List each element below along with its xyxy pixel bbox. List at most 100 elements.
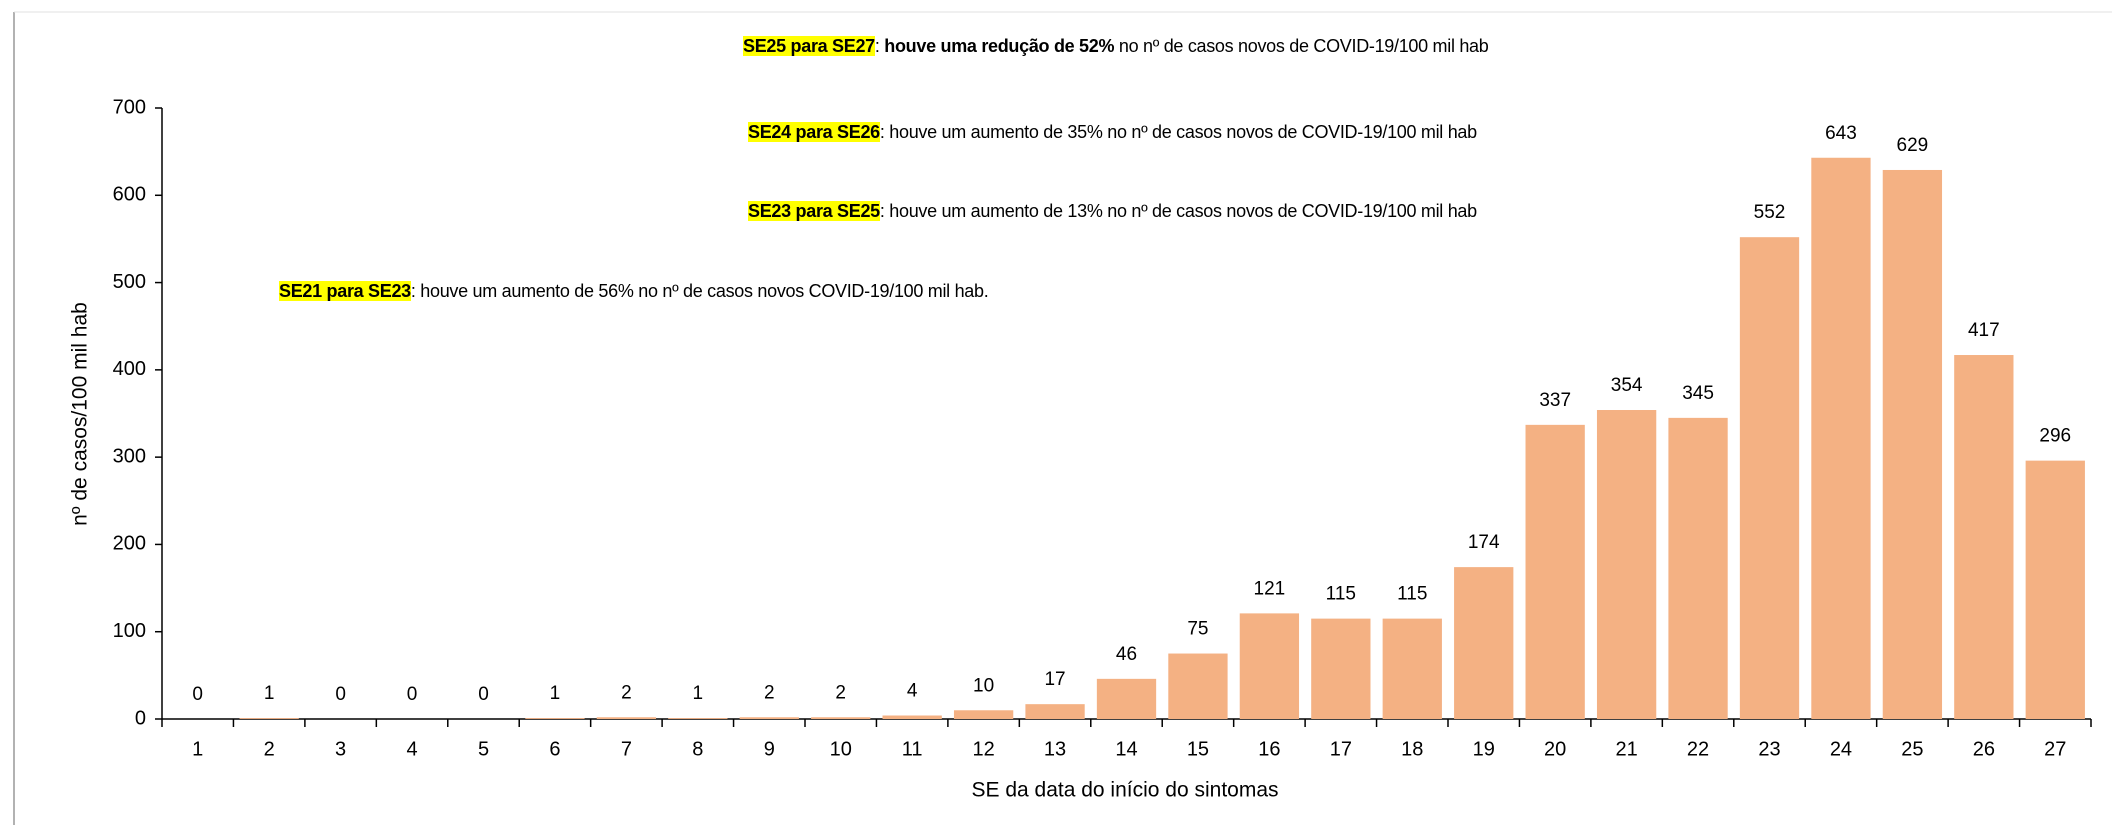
- data-label: 46: [1116, 644, 1137, 665]
- x-tick-label: 7: [621, 738, 632, 760]
- y-tick-label: 600: [113, 184, 146, 206]
- x-tick-label: 2: [264, 738, 275, 760]
- annotation: SE21 para SE23: houve um aumento de 56% …: [279, 280, 989, 302]
- data-label: 10: [973, 675, 994, 696]
- data-label: 1: [693, 683, 704, 704]
- data-label: 0: [335, 684, 346, 705]
- data-label: 337: [1539, 390, 1571, 411]
- x-tick-label: 9: [764, 738, 775, 760]
- bar: [1739, 237, 1800, 719]
- annotation: SE24 para SE26: houve um aumento de 35% …: [748, 121, 1477, 143]
- data-label: 354: [1611, 375, 1643, 396]
- x-tick-label: 23: [1758, 738, 1780, 760]
- annotation-text: : houve um aumento de 35% no nº de casos…: [879, 122, 1477, 142]
- data-label: 115: [1397, 584, 1427, 605]
- data-label: 2: [621, 682, 632, 703]
- bar: [953, 710, 1014, 719]
- annotation-text: : houve um aumento de 56% no nº de casos…: [410, 281, 989, 301]
- y-tick-label: 700: [113, 96, 146, 118]
- data-label: 1: [264, 683, 275, 704]
- annotation-text: SE24 para SE26: [748, 122, 880, 142]
- bar: [1668, 417, 1728, 719]
- x-tick-label: 26: [1973, 738, 1995, 760]
- x-tick-label: 15: [1187, 738, 1209, 760]
- annotation: SE23 para SE25: houve um aumento de 13% …: [748, 200, 1477, 222]
- bar: [739, 717, 799, 719]
- bar: [1525, 424, 1585, 719]
- bar: [1311, 618, 1371, 719]
- bar: [1882, 169, 1943, 720]
- data-label: 0: [192, 684, 203, 705]
- x-tick-label: 21: [1615, 738, 1637, 760]
- annotation-text: :: [874, 36, 885, 56]
- bar: [1454, 567, 1514, 719]
- data-label: 121: [1254, 578, 1286, 599]
- y-tick-label: 300: [113, 445, 146, 467]
- annotation-text: SE23 para SE25: [748, 201, 880, 221]
- x-tick-label: 13: [1044, 738, 1066, 760]
- x-tick-label: 3: [335, 738, 346, 760]
- annotation: SE25 para SE27: houve uma redução de 52%…: [743, 35, 1489, 57]
- bar: [1811, 157, 1871, 719]
- x-axis-label: SE da data do início do sintomas: [971, 779, 1278, 802]
- x-tick-label: 12: [972, 738, 994, 760]
- data-label: 296: [2039, 426, 2071, 447]
- x-tick-label: 1: [192, 738, 203, 760]
- data-label: 4: [907, 681, 918, 702]
- annotation-text: SE21 para SE23: [279, 281, 411, 301]
- bar: [525, 718, 585, 719]
- bar: [1382, 618, 1442, 719]
- data-label: 345: [1682, 383, 1714, 404]
- data-label: 174: [1468, 532, 1500, 553]
- bar: [1168, 653, 1228, 719]
- x-tick-label: 8: [692, 738, 703, 760]
- bar: [811, 717, 871, 719]
- bar: [1239, 613, 1300, 719]
- y-tick-label: 500: [113, 271, 146, 293]
- bar: [1096, 678, 1157, 719]
- data-label: 629: [1897, 135, 1929, 156]
- data-label: 0: [478, 684, 489, 705]
- x-tick-label: 4: [406, 738, 417, 760]
- data-label: 552: [1754, 202, 1786, 223]
- bar: [1954, 355, 2014, 719]
- annotation-text: SE25 para SE27: [743, 36, 875, 56]
- data-label: 1: [550, 683, 561, 704]
- x-tick-label: 22: [1687, 738, 1709, 760]
- y-axis-label: nº de casos/100 mil hab: [69, 302, 92, 526]
- x-tick-label: 19: [1473, 738, 1495, 760]
- x-tick-label: 5: [478, 738, 489, 760]
- x-tick-label: 16: [1258, 738, 1280, 760]
- data-label: 2: [764, 682, 775, 703]
- annotation-text: : houve um aumento de 13% no nº de casos…: [879, 201, 1477, 221]
- x-tick-label: 25: [1901, 738, 1923, 760]
- x-tick-label: 6: [549, 738, 560, 760]
- bar: [882, 715, 942, 719]
- y-tick-label: 0: [135, 707, 146, 729]
- x-tick-label: 24: [1830, 738, 1852, 760]
- data-label: 115: [1326, 584, 1356, 605]
- x-tick-label: 17: [1330, 738, 1352, 760]
- annotation-text: no nº de casos novos de COVID-19/100 mil…: [1114, 36, 1489, 56]
- bar: [668, 718, 728, 719]
- x-tick-label: 14: [1115, 738, 1137, 760]
- x-tick-label: 27: [2044, 738, 2066, 760]
- x-tick-label: 11: [902, 738, 923, 760]
- data-label: 417: [1968, 320, 2000, 341]
- y-tick-label: 400: [113, 358, 146, 380]
- bar: [1025, 704, 1085, 719]
- data-label: 0: [407, 684, 418, 705]
- data-label: 17: [1044, 669, 1065, 690]
- annotation-text: houve uma redução de 52%: [884, 36, 1115, 56]
- bar: [596, 717, 657, 719]
- data-label: 2: [835, 682, 846, 703]
- bar: [2025, 460, 2085, 719]
- y-tick-label: 200: [113, 533, 146, 555]
- data-label: 643: [1825, 123, 1857, 144]
- bar: [1596, 410, 1657, 719]
- y-tick-label: 100: [113, 620, 146, 642]
- x-tick-label: 20: [1544, 738, 1566, 760]
- bar: [239, 718, 299, 719]
